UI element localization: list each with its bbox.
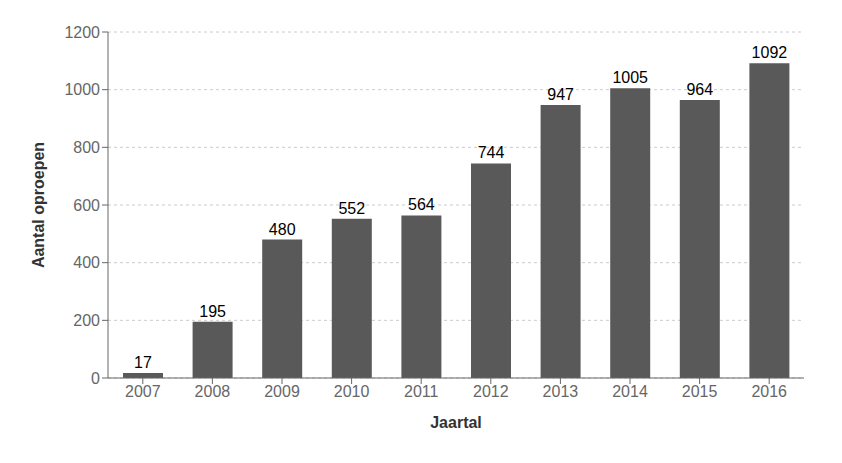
svg-text:552: 552 [338, 200, 365, 217]
svg-text:2015: 2015 [682, 383, 718, 400]
svg-text:2008: 2008 [195, 383, 231, 400]
svg-text:480: 480 [269, 221, 296, 238]
svg-text:0: 0 [91, 370, 100, 387]
svg-text:2007: 2007 [125, 383, 161, 400]
svg-text:Jaartal: Jaartal [430, 414, 482, 431]
svg-text:1000: 1000 [64, 81, 100, 98]
svg-text:564: 564 [408, 196, 435, 213]
svg-text:2014: 2014 [612, 383, 648, 400]
svg-text:2009: 2009 [264, 383, 300, 400]
svg-text:2016: 2016 [751, 383, 787, 400]
svg-text:600: 600 [73, 197, 100, 214]
svg-text:1200: 1200 [64, 24, 100, 41]
svg-text:2010: 2010 [334, 383, 370, 400]
svg-text:2011: 2011 [404, 383, 439, 400]
svg-text:744: 744 [478, 144, 505, 161]
svg-text:2013: 2013 [543, 383, 579, 400]
svg-text:Aantal oproepen: Aantal oproepen [30, 142, 47, 268]
svg-text:2012: 2012 [473, 383, 509, 400]
svg-text:17: 17 [134, 354, 152, 371]
svg-text:1092: 1092 [752, 44, 788, 61]
svg-text:400: 400 [73, 254, 100, 271]
svg-text:195: 195 [199, 303, 226, 320]
svg-text:947: 947 [547, 86, 574, 103]
svg-text:1005: 1005 [612, 69, 648, 86]
svg-text:200: 200 [73, 312, 100, 329]
svg-text:964: 964 [686, 81, 713, 98]
svg-text:800: 800 [73, 139, 100, 156]
